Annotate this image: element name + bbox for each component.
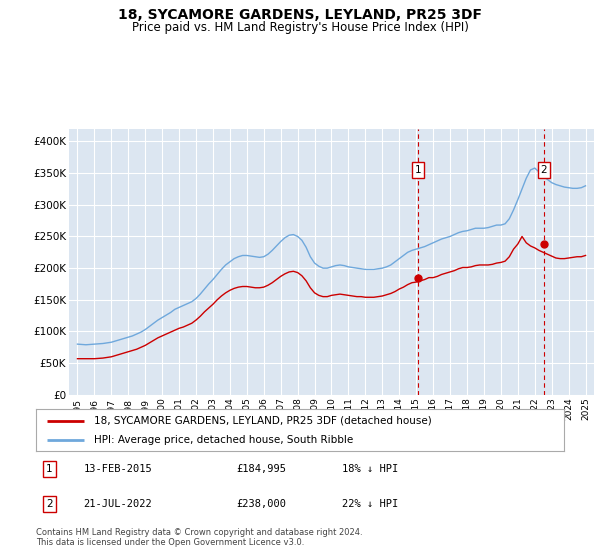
Text: 1: 1 [46, 464, 53, 474]
Text: £238,000: £238,000 [236, 499, 287, 509]
Text: 1: 1 [415, 165, 422, 175]
Text: Contains HM Land Registry data © Crown copyright and database right 2024.
This d: Contains HM Land Registry data © Crown c… [36, 528, 362, 547]
Text: 22% ↓ HPI: 22% ↓ HPI [342, 499, 398, 509]
Text: HPI: Average price, detached house, South Ribble: HPI: Average price, detached house, Sout… [94, 435, 353, 445]
Text: 18, SYCAMORE GARDENS, LEYLAND, PR25 3DF (detached house): 18, SYCAMORE GARDENS, LEYLAND, PR25 3DF … [94, 416, 432, 426]
Text: 21-JUL-2022: 21-JUL-2022 [83, 499, 152, 509]
Text: £184,995: £184,995 [236, 464, 287, 474]
Text: 18% ↓ HPI: 18% ↓ HPI [342, 464, 398, 474]
Text: 18, SYCAMORE GARDENS, LEYLAND, PR25 3DF: 18, SYCAMORE GARDENS, LEYLAND, PR25 3DF [118, 8, 482, 22]
Text: 13-FEB-2015: 13-FEB-2015 [83, 464, 152, 474]
Text: Price paid vs. HM Land Registry's House Price Index (HPI): Price paid vs. HM Land Registry's House … [131, 21, 469, 34]
Text: 2: 2 [541, 165, 547, 175]
Text: 2: 2 [46, 499, 53, 509]
